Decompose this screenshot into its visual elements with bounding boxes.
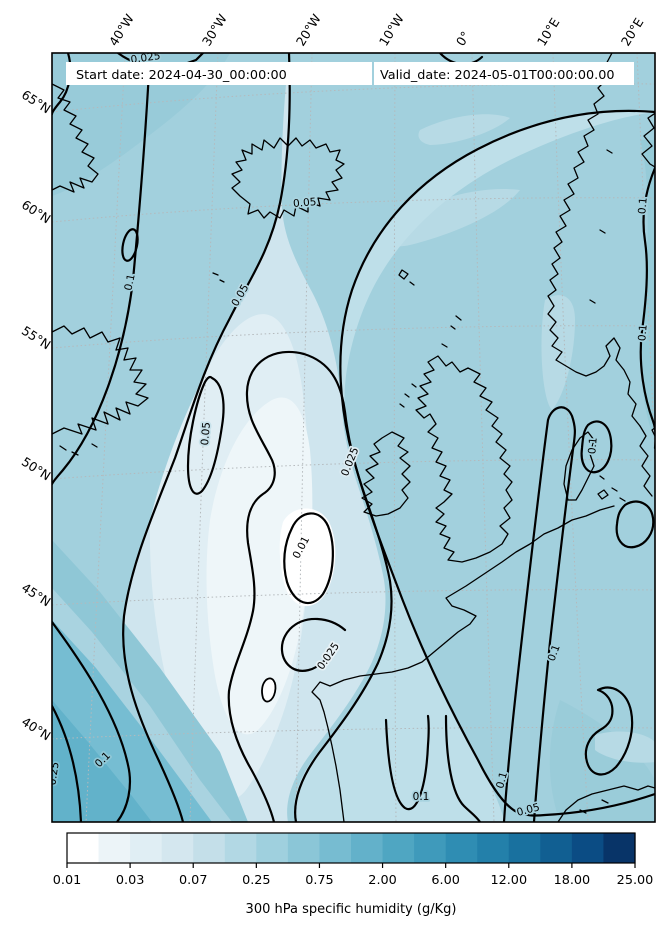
map-border — [51, 52, 656, 823]
left-tick-label: 40°N — [19, 714, 54, 744]
colorbar-tick-label: 0.75 — [305, 873, 334, 888]
colorbar-segment — [508, 833, 541, 863]
left-tick-label: 50°N — [19, 454, 54, 484]
colorbar-tick-label: 0.25 — [242, 873, 271, 888]
colorbar-segment — [445, 833, 478, 863]
colorbar-tick-label: 0.07 — [179, 873, 208, 888]
top-tick-label: 20°E — [618, 15, 647, 49]
colorbar-segment — [161, 833, 194, 863]
contour-label: 0.1 — [586, 437, 599, 455]
start-date-label: Start date: 2024-04-30_00:00:00 — [76, 68, 287, 83]
contour-label: 0.1 — [413, 791, 430, 803]
top-tick-label: 0° — [453, 29, 473, 49]
field-dry-core — [279, 508, 336, 607]
colorbar: 0.01 0.03 0.07 0.25 0.75 2.00 6.00 12.00 18.00 25… — [53, 832, 654, 917]
valid-date-box: Valid_date: 2024-05-01T00:00:00.00 — [374, 62, 634, 85]
colorbar-segments — [67, 833, 636, 863]
valid-date-label: Valid_date: 2024-05-01T00:00:00.00 — [380, 68, 614, 83]
colorbar-segment — [224, 833, 257, 863]
colorbar-segment — [256, 833, 289, 863]
contour-label: 0.1 — [636, 197, 649, 215]
contour-label: 0.05 — [293, 196, 317, 210]
colorbar-segment — [193, 833, 226, 863]
colorbar-tick-label: 12.00 — [490, 873, 527, 888]
colorbar-tick-label: 0.03 — [116, 873, 145, 888]
map-area: 0.0250.10.050.050.050.0250.010.0250.10.2… — [46, 53, 655, 822]
colorbar-tick-label: 18.00 — [554, 873, 591, 888]
top-axis-ticks: 40°W 30°W 20°W 10°W 0° 10°E 20°E — [106, 11, 647, 48]
contour-label: 0.1 — [494, 771, 510, 790]
colorbar-segment — [603, 833, 636, 863]
contour-label: 0.05 — [199, 422, 213, 446]
coastlines — [52, 53, 655, 822]
colorbar-segment — [477, 833, 510, 863]
colorbar-ticks: 0.01 0.03 0.07 0.25 0.75 2.00 6.00 12.00 18.00 25… — [53, 863, 654, 888]
field-band-0 — [294, 111, 655, 822]
contour-lines — [52, 53, 655, 822]
left-tick-label: 45°N — [19, 580, 54, 610]
colorbar-segment — [130, 833, 163, 863]
graticule — [52, 53, 655, 822]
colorbar-title: 300 hPa specific humidity (g/Kg) — [246, 902, 457, 917]
top-tick-label: 40°W — [106, 11, 137, 48]
colorbar-segment — [67, 833, 100, 863]
left-tick-label: 60°N — [19, 197, 54, 227]
contour-label: 0.1 — [122, 273, 137, 292]
colorbar-tick-label: 2.00 — [368, 873, 397, 888]
colorbar-segment — [540, 833, 573, 863]
top-tick-label: 10°E — [534, 15, 563, 49]
field-band-3 — [206, 397, 313, 735]
colorbar-segment — [319, 833, 352, 863]
colorbar-tick-label: 0.01 — [53, 873, 82, 888]
left-tick-label: 55°N — [19, 323, 54, 353]
colorbar-segment — [351, 833, 384, 863]
contour-label: 0.1 — [636, 324, 649, 342]
contour-label: 0.25 — [46, 761, 61, 786]
top-tick-label: 20°W — [293, 11, 324, 48]
colorbar-border — [66, 832, 636, 864]
left-tick-label: 65°N — [19, 87, 54, 117]
top-tick-label: 30°W — [199, 11, 230, 48]
field-sw-stripes — [52, 540, 248, 822]
colorbar-segment — [287, 833, 321, 863]
field-light-wisps — [379, 114, 655, 763]
left-axis-ticks: 65°N 60°N 55°N 50°N 45°N 40°N — [19, 87, 54, 744]
colorbar-segment — [571, 833, 605, 863]
top-tick-label: 10°W — [376, 11, 407, 48]
colorbar-tick-label: 6.00 — [431, 873, 460, 888]
colorbar-tick-label: 25.00 — [617, 873, 654, 888]
start-date-box: Start date: 2024-04-30_00:00:00 — [66, 62, 372, 85]
colorbar-segment — [382, 833, 415, 863]
colorbar-segment — [414, 833, 447, 863]
colorbar-segment — [98, 833, 131, 863]
